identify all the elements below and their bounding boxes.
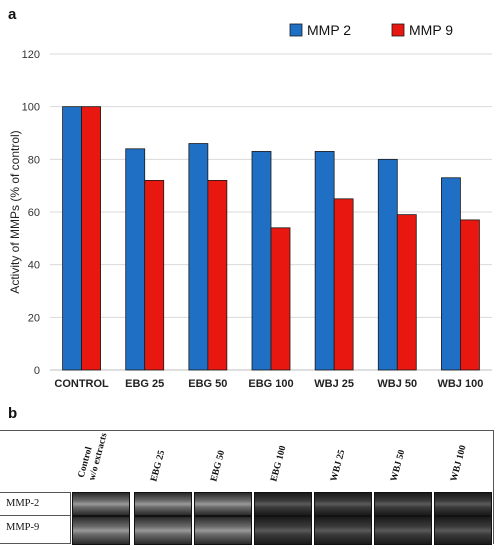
gel-label-column-border (70, 492, 71, 544)
legend-label: MMP 2 (307, 22, 351, 38)
legend-label: MMP 9 (409, 22, 453, 38)
zymogram-gel: MMP-2 MMP-9 Control w/o extracts EBG 25 EB… (0, 430, 500, 550)
gel-lane-label: EBG 100 (269, 444, 289, 483)
gel-row-label-mmp9: MMP-9 (6, 522, 40, 533)
bar-mmp2-ebg50 (188, 143, 209, 371)
gel-band-mmp9 (314, 516, 372, 545)
gel-band-mmp2 (134, 492, 192, 516)
gel-label-divider (0, 492, 70, 493)
bar-mmp9-ebg25 (144, 179, 165, 371)
bar-mmp9-wbj50 (396, 214, 417, 371)
x-tick-label: EBG 100 (248, 378, 293, 390)
bar-mmp2-ebg100 (251, 151, 272, 371)
gel-top-border (0, 430, 494, 431)
y-axis-label: Activity of MMPs (% of control) (8, 130, 22, 293)
gel-lane-label: WBJ 100 (449, 444, 469, 483)
bar-mmp2-control (62, 106, 82, 371)
gel-band-mmp2 (254, 492, 312, 516)
gel-band-mmp9 (374, 516, 432, 545)
bar-mmp2-wbj50 (377, 158, 398, 371)
gel-band-mmp9 (194, 516, 252, 545)
bar-mmp9-control (81, 106, 101, 371)
x-tick-label: WBJ 25 (314, 378, 354, 390)
y-tick-label: 40 (28, 260, 40, 272)
gel-band-mmp2 (434, 492, 492, 516)
bar-mmp9-ebg100 (270, 227, 291, 371)
gel-lane-label: Control w/o extracts (76, 432, 110, 482)
y-tick-label: 80 (28, 154, 40, 166)
gel-band-mmp2 (314, 492, 372, 516)
x-tick-label: WBJ 50 (377, 378, 417, 390)
legend-swatch (391, 23, 405, 37)
panel-label-a: a (8, 6, 17, 23)
gel-band-mmp9 (254, 516, 312, 545)
gel-lane-label: EBG 25 (149, 449, 168, 483)
y-tick-label: 60 (28, 207, 40, 219)
y-tick-label: 0 (34, 365, 40, 377)
x-tick-label: WBJ 100 (437, 378, 483, 390)
panel-label-b: b (8, 405, 18, 422)
gel-band-mmp9 (134, 516, 192, 545)
x-tick-label: CONTROL (54, 378, 109, 390)
bar-mmp9-ebg50 (207, 179, 228, 371)
x-tick-label: EBG 50 (188, 378, 227, 390)
gel-right-border (493, 430, 494, 544)
bar-mmp2-ebg25 (125, 148, 146, 371)
bar-mmp2-wbj100 (441, 177, 461, 371)
gel-band-mmp9 (72, 516, 130, 545)
gel-band-mmp2 (194, 492, 252, 516)
gel-lane-label: WBJ 50 (389, 448, 408, 483)
gel-label-divider (0, 543, 70, 544)
bar-mmp2-wbj25 (314, 151, 335, 371)
y-tick-label: 20 (28, 312, 40, 324)
gel-band-mmp2 (72, 492, 130, 516)
gel-band-mmp2 (374, 492, 432, 516)
gel-label-divider (0, 515, 70, 516)
gel-band-mmp9 (434, 516, 492, 545)
y-tick-label: 100 (22, 102, 40, 114)
legend-swatch (289, 23, 303, 37)
gel-lane-label: EBG 50 (209, 449, 228, 483)
bar-chart: 0 20 40 60 80 100 120 Activity of MMPs (% of co… (8, 22, 492, 390)
bar-mmp9-wbj100 (460, 219, 480, 371)
gel-lane-label: WBJ 25 (329, 448, 348, 483)
x-tick-label: EBG 25 (125, 378, 164, 390)
gel-row-label-mmp2: MMP-2 (6, 498, 40, 509)
y-tick-label: 120 (22, 49, 40, 61)
bar-mmp9-wbj25 (333, 198, 354, 371)
